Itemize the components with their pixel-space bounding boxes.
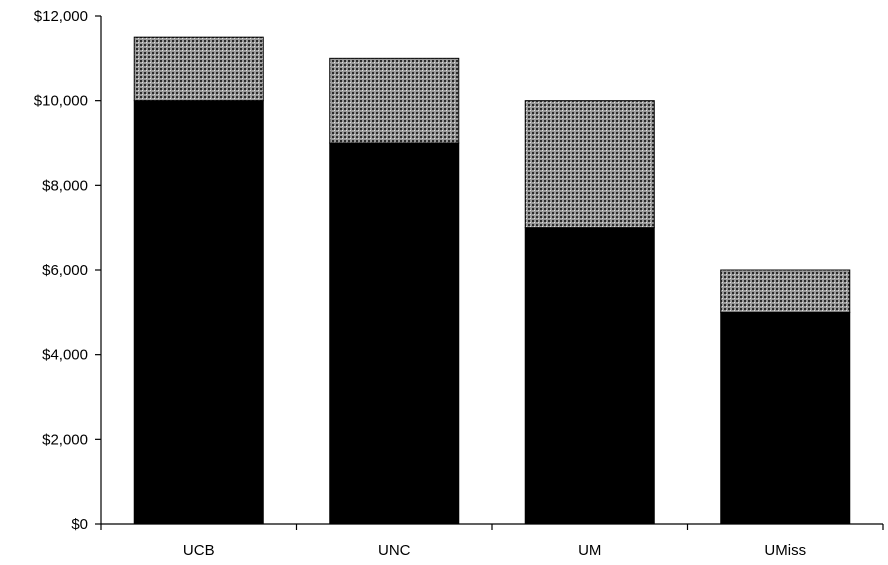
bar-umiss-segment-2 <box>720 269 851 313</box>
y-tick-label: $2,000 <box>42 431 88 448</box>
y-tick-label: $8,000 <box>42 177 88 194</box>
x-tick-label: UCB <box>183 542 215 559</box>
y-tick-label: $6,000 <box>42 262 88 279</box>
x-tick-label: UNC <box>378 542 411 559</box>
axes-group: $0 $2,000 $4,000 $6,000 $8,000 $10,000 $12,000… <box>34 8 884 559</box>
bar-um-segment-1 <box>524 227 655 525</box>
bar-unc-segment-1 <box>329 142 460 525</box>
y-tick-label: $12,000 <box>34 8 88 25</box>
y-tick-label: $0 <box>71 516 88 533</box>
bar-um-segment-2 <box>524 100 655 229</box>
bar-ucb-segment-2 <box>133 36 264 102</box>
y-tick-label: $10,000 <box>34 93 88 110</box>
x-tick-label: UM <box>578 542 601 559</box>
bar-ucb-segment-1 <box>133 100 264 525</box>
bars-group <box>133 36 851 525</box>
bar-umiss-segment-1 <box>720 311 851 525</box>
y-tick-label: $4,000 <box>42 347 88 364</box>
bar-unc-segment-2 <box>329 57 460 144</box>
x-tick-label: UMiss <box>764 542 806 559</box>
